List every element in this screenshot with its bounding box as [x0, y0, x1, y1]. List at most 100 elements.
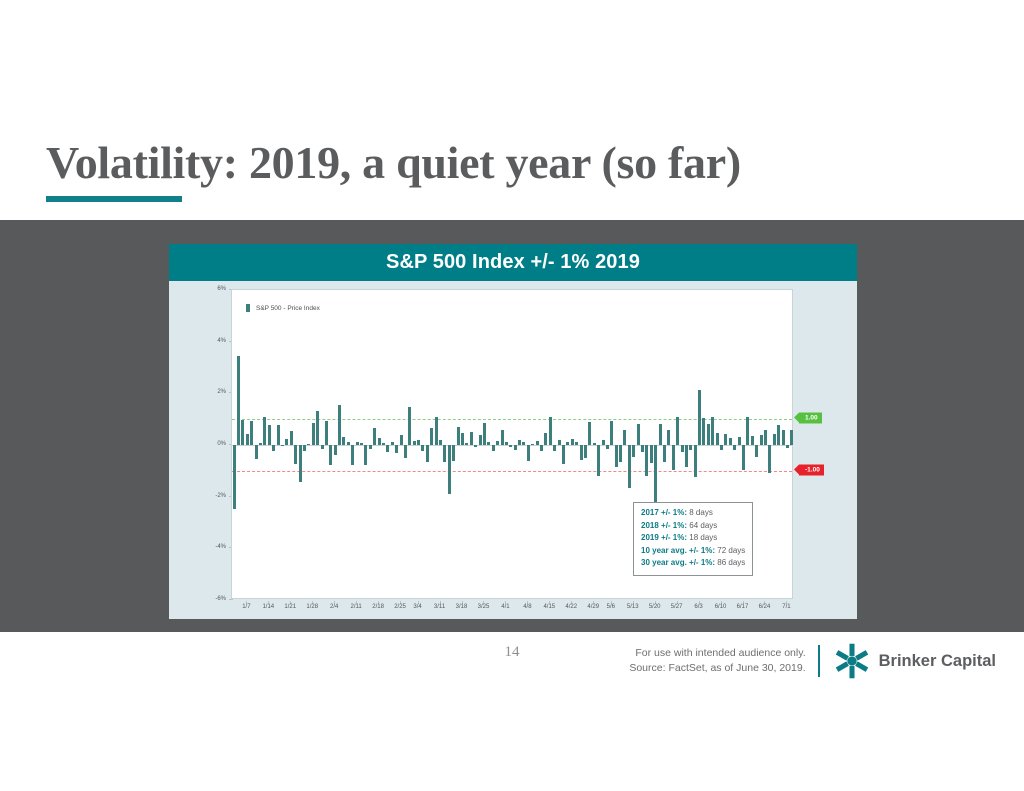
bar [276, 425, 280, 445]
bar [785, 445, 789, 449]
x-axis-tick-label: 6/17 [736, 604, 749, 610]
bar [412, 440, 416, 445]
stats-row: 30 year avg. +/- 1%: 86 days [641, 557, 745, 570]
footer-divider [817, 645, 820, 677]
bar [790, 430, 794, 445]
x-axis-tick-label: 5/20 [648, 604, 661, 610]
bar [746, 416, 750, 445]
x-axis-tick-label: 4/15 [543, 604, 556, 610]
bar [715, 432, 719, 445]
footer: 14 For use with intended audience only. … [0, 632, 1024, 791]
bar [408, 407, 412, 445]
bar [307, 443, 311, 445]
x-axis-tick-label: 1/21 [284, 604, 297, 610]
bar [439, 439, 443, 445]
bar [333, 445, 337, 456]
x-axis-tick-mark [571, 601, 573, 604]
bar [693, 445, 697, 478]
stats-row-value: 72 days [715, 545, 746, 555]
stats-row: 2018 +/- 1%: 64 days [641, 520, 745, 533]
bar [583, 445, 587, 458]
bar [518, 439, 522, 445]
bar [544, 432, 548, 445]
x-axis-tick-label: 4/1 [501, 604, 510, 610]
bar [355, 442, 359, 445]
x-axis-tick-mark [400, 601, 402, 604]
y-axis-tick-label: -2% [215, 492, 226, 499]
bar [526, 445, 530, 461]
x-axis-tick-mark [334, 601, 336, 604]
bar [597, 445, 601, 476]
x-axis-tick-mark [676, 601, 678, 604]
bar [452, 445, 456, 461]
bar [302, 445, 306, 451]
bar [434, 416, 438, 445]
x-axis-tick-mark [698, 601, 700, 604]
x-axis-tick-label: 5/6 [606, 604, 615, 610]
bar [289, 431, 293, 445]
bar [491, 445, 495, 452]
bar [671, 445, 675, 470]
bar [430, 427, 434, 445]
lower-threshold-line [232, 470, 792, 472]
bar [641, 445, 645, 453]
bar [496, 440, 500, 445]
bar [680, 445, 684, 453]
bar [285, 439, 289, 445]
x-axis-tick-label: 1/14 [262, 604, 275, 610]
y-axis-tick-label: -6% [215, 596, 226, 602]
page-title: Volatility: 2019, a quiet year (so far) [46, 137, 741, 188]
bar [768, 445, 772, 474]
bar [386, 445, 390, 452]
bar [689, 445, 693, 451]
x-axis-tick-label: 2/18 [372, 604, 384, 610]
bar [390, 442, 394, 445]
bar [588, 422, 592, 445]
bar [316, 410, 320, 445]
x-axis-tick-label: 4/29 [587, 604, 600, 610]
x-axis-tick-label: 2/11 [350, 604, 362, 610]
bar [487, 442, 491, 445]
stats-row-label: 10 year avg. +/- 1%: [641, 545, 716, 555]
x-axis-tick-mark [764, 601, 766, 604]
x-axis-tick-label: 4/8 [523, 604, 532, 610]
legend-label: S&P 500 - Price Index [256, 304, 320, 312]
title-underline-accent [46, 196, 182, 202]
bar [368, 445, 372, 449]
bar [575, 442, 579, 445]
bar [728, 437, 732, 445]
bar [509, 445, 513, 448]
bar [377, 438, 381, 445]
legend-swatch-icon [246, 304, 250, 312]
bar [610, 420, 614, 445]
bar [535, 440, 539, 445]
bar [772, 433, 776, 445]
bar [263, 417, 267, 445]
bar [360, 443, 364, 445]
bar [443, 445, 447, 462]
x-axis-tick-mark [720, 601, 722, 604]
x-axis-tick-mark [290, 601, 292, 604]
x-axis-tick-label: 6/24 [758, 604, 771, 610]
page-number: 14 [504, 644, 520, 660]
stats-row-label: 2017 +/- 1%: [641, 508, 688, 517]
bar [250, 420, 254, 445]
bar [237, 356, 241, 445]
brinker-asterisk-logo-icon [835, 643, 868, 679]
bar [456, 427, 460, 445]
bar [417, 440, 421, 445]
x-axis-tick-mark [505, 601, 507, 604]
bar [579, 445, 583, 460]
x-axis-tick-label: 3/4 [413, 604, 422, 610]
x-axis-tick-mark [654, 601, 656, 604]
bar [548, 416, 552, 445]
bar [381, 443, 385, 445]
x-axis-tick-mark [610, 601, 612, 604]
bar [667, 430, 671, 445]
plot-area: S&P 500 - Price Index [231, 289, 794, 599]
x-axis-tick-label: 2/4 [330, 604, 339, 610]
stats-row-value: 64 days [687, 520, 718, 530]
bar [232, 445, 236, 510]
bar [267, 425, 271, 445]
x-axis-tick-mark [483, 601, 485, 604]
